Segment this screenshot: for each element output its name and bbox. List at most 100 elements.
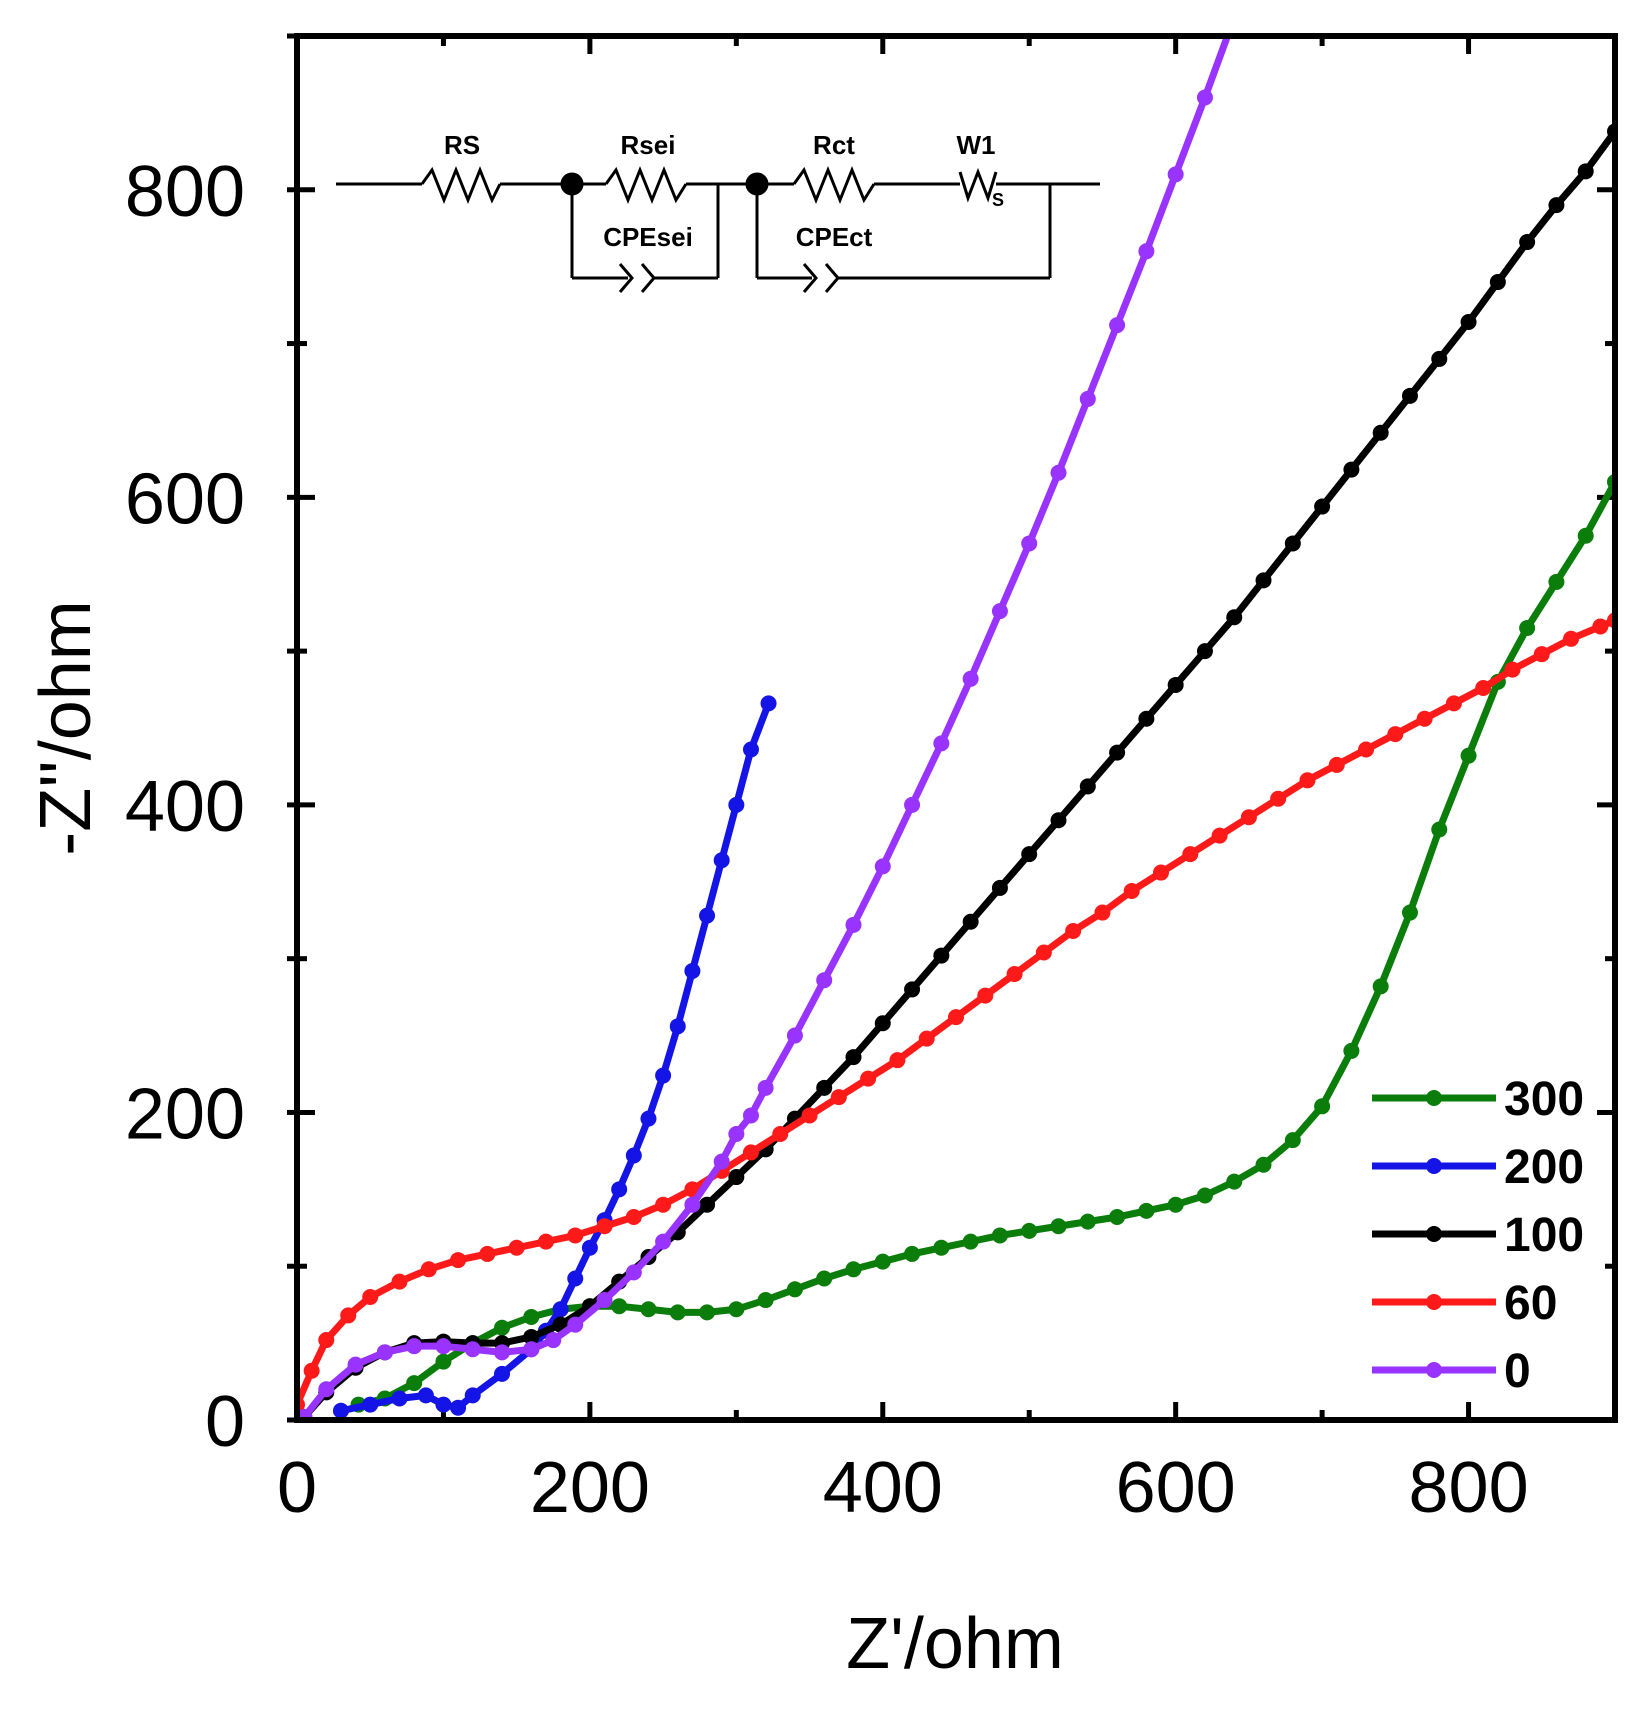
data-point <box>1094 904 1111 921</box>
data-point <box>816 1270 833 1287</box>
data-point <box>757 1079 774 1096</box>
data-point <box>1548 573 1565 590</box>
legend-marker <box>1426 1294 1442 1310</box>
data-point <box>1328 756 1345 773</box>
data-point <box>303 1362 320 1379</box>
data-point <box>1167 166 1184 183</box>
data-point <box>1284 1132 1301 1149</box>
data-point <box>1489 274 1506 291</box>
data-point <box>991 603 1008 620</box>
data-point <box>596 1292 613 1309</box>
data-point <box>728 1301 745 1318</box>
data-point <box>1050 812 1067 829</box>
data-point <box>1372 424 1389 441</box>
data-point <box>1314 1098 1331 1115</box>
data-point <box>845 1049 862 1066</box>
rsei-resistor-icon <box>604 165 688 205</box>
cpe-sei-icon <box>618 263 634 293</box>
data-point <box>904 981 921 998</box>
data-point <box>874 1015 891 1032</box>
data-point <box>1079 778 1096 795</box>
data-point <box>552 1301 569 1318</box>
data-point <box>1182 846 1199 863</box>
data-point <box>494 1365 511 1382</box>
x-tick-label: 600 <box>1116 1448 1236 1528</box>
data-point <box>1284 535 1301 552</box>
legend-item: 60 <box>1372 1277 1557 1330</box>
data-point <box>948 1009 964 1026</box>
data-point <box>406 1338 423 1355</box>
data-point <box>625 1264 642 1281</box>
data-point <box>362 1396 379 1413</box>
y-tick-label: 200 <box>125 1074 245 1154</box>
data-point <box>760 695 777 712</box>
data-point <box>1314 498 1331 515</box>
data-point <box>1255 572 1272 589</box>
series-100 <box>297 123 1615 1420</box>
data-point <box>376 1344 393 1361</box>
data-point <box>523 1328 540 1345</box>
data-point <box>684 962 701 979</box>
data-point <box>1577 527 1594 544</box>
data-point <box>655 1067 672 1084</box>
data-point <box>1401 904 1418 921</box>
data-point <box>1563 630 1580 647</box>
data-point <box>435 1396 452 1413</box>
legend-item: 100 <box>1372 1209 1584 1262</box>
data-point <box>1035 944 1052 961</box>
data-point <box>991 1227 1008 1244</box>
circuit-labels: RS Rsei Rct W1 CPEsei CPEct W S <box>444 130 1004 252</box>
data-point <box>742 1107 759 1124</box>
data-point <box>889 1052 906 1069</box>
data-point <box>713 1153 730 1170</box>
data-point <box>772 1125 789 1142</box>
legend-marker <box>1426 1362 1442 1378</box>
legend-label: 60 <box>1504 1277 1557 1330</box>
data-point <box>1196 1187 1213 1204</box>
data-point <box>391 1273 408 1290</box>
data-point <box>1050 464 1067 481</box>
legend-label: 0 <box>1504 1345 1531 1398</box>
series-line <box>301 36 1232 1420</box>
data-point <box>669 1018 686 1035</box>
data-point <box>1109 744 1126 761</box>
data-point <box>1226 609 1243 626</box>
data-point <box>1504 661 1521 678</box>
y-tick-label: 0 <box>205 1382 245 1462</box>
data-point <box>1006 966 1023 983</box>
data-point <box>1021 846 1038 863</box>
data-point <box>1196 643 1213 660</box>
data-point <box>1167 1196 1184 1213</box>
data-point <box>786 1027 803 1044</box>
y-tick-label: 400 <box>125 767 245 847</box>
data-point <box>860 1070 877 1087</box>
ws-subscript: S <box>992 190 1004 210</box>
data-point <box>523 1308 540 1325</box>
data-point <box>655 1196 672 1213</box>
data-point <box>391 1390 408 1407</box>
data-point <box>1138 243 1155 260</box>
legend-label: 100 <box>1504 1209 1584 1262</box>
cpesei-label: CPEsei <box>603 222 693 252</box>
y-tick-label: 600 <box>125 459 245 539</box>
data-point <box>757 1292 774 1309</box>
data-point <box>1343 461 1360 478</box>
data-point <box>1021 1222 1038 1239</box>
data-point <box>581 1239 598 1256</box>
data-point <box>1533 646 1550 663</box>
data-point <box>1372 978 1389 995</box>
data-point <box>1255 1156 1272 1173</box>
legend-label: 200 <box>1504 1141 1584 1194</box>
data-point <box>1460 747 1477 764</box>
data-point <box>611 1298 628 1315</box>
data-point <box>684 1196 701 1213</box>
data-point <box>962 1233 979 1250</box>
rs-resistor-icon <box>420 165 502 205</box>
y-tick-label: 800 <box>125 152 245 232</box>
data-point <box>545 1332 562 1349</box>
data-point <box>406 1375 423 1392</box>
series-line <box>357 480 1615 1409</box>
data-point <box>1416 710 1433 727</box>
data-point <box>435 1338 452 1355</box>
data-point <box>1109 317 1126 334</box>
